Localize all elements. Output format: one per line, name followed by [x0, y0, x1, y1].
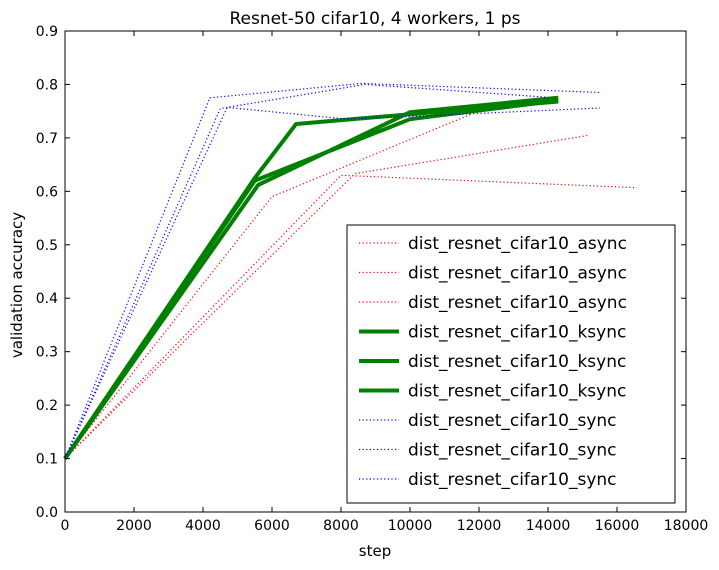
y-tick-label: 0.0 — [36, 505, 58, 521]
series-line-8 — [64, 83, 549, 459]
legend-label: dist_resnet_cifar10_sync — [408, 470, 617, 490]
series-line-6 — [64, 82, 600, 459]
series-line-0 — [64, 174, 635, 460]
series-layer — [63, 82, 635, 460]
y-tick-label: 0.8 — [36, 77, 58, 93]
legend-label: dist_resnet_cifar10_async — [408, 234, 627, 254]
x-tick-label: 6000 — [254, 518, 290, 534]
x-tick-label: 16000 — [595, 518, 640, 534]
x-tick-label: 4000 — [185, 518, 221, 534]
legend-label: dist_resnet_cifar10_ksync — [408, 323, 626, 343]
y-tick-label: 0.2 — [36, 398, 58, 414]
legend-label: dist_resnet_cifar10_async — [408, 293, 627, 313]
y-tick-label: 0.7 — [36, 131, 58, 147]
x-tick-label: 2000 — [116, 518, 152, 534]
ticks-layer: 0 2000 4000 6000 8000 10000 12000 14000 16000 180… — [36, 24, 709, 534]
series-line-5 — [63, 98, 559, 460]
x-tick-label: 18000 — [664, 518, 709, 534]
x-tick-label: 14000 — [526, 518, 571, 534]
y-tick-label: 0.3 — [36, 345, 58, 361]
legend-label: dist_resnet_cifar10_sync — [408, 441, 617, 461]
legend-label: dist_resnet_cifar10_ksync — [408, 382, 626, 402]
y-tick-label: 0.4 — [36, 291, 58, 307]
legend-label: dist_resnet_cifar10_ksync — [408, 352, 626, 372]
y-tick-label: 0.9 — [36, 24, 58, 40]
x-tick-label: 12000 — [457, 518, 502, 534]
x-tick-label: 8000 — [323, 518, 359, 534]
x-tick-label: 10000 — [388, 518, 433, 534]
y-tick-label: 0.5 — [36, 238, 58, 254]
legend-label: dist_resnet_cifar10_sync — [408, 411, 617, 431]
y-axis-label: validation accuracy — [8, 212, 26, 358]
y-tick-label: 0.1 — [36, 452, 58, 468]
legend: dist_resnet_cifar10_async dist_resnet_cif… — [346, 224, 676, 504]
legend-label: dist_resnet_cifar10_async — [408, 264, 627, 284]
legend-box — [346, 224, 676, 504]
chart-title: Resnet-50 cifar10, 4 workers, 1 ps — [229, 9, 520, 29]
x-tick-label: 0 — [61, 518, 70, 534]
plot-frame — [64, 30, 687, 513]
x-axis-label: step — [359, 542, 391, 560]
y-tick-label: 0.6 — [36, 184, 58, 200]
series-line-7 — [64, 106, 600, 459]
